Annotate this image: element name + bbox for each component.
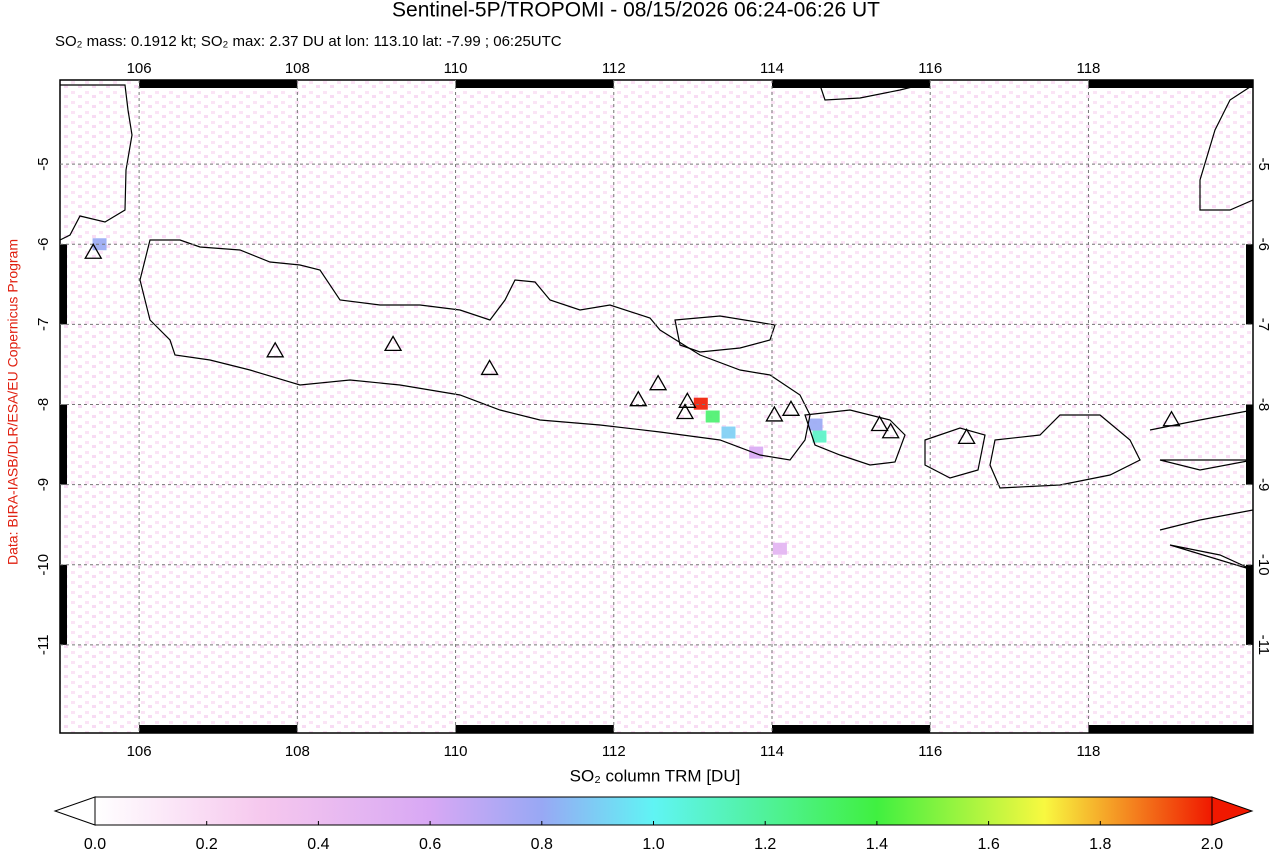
colorbar-tick-label: 1.6 — [977, 836, 999, 853]
y-tick-label-right: -5 — [1255, 157, 1272, 170]
volcano — [881, 422, 900, 439]
x-tick-label-bottom: 116 — [918, 743, 942, 760]
x-tick-label-bottom: 110 — [444, 743, 468, 760]
colorbar-tick-label: 0.0 — [84, 836, 106, 853]
colorbar — [94, 796, 1213, 826]
volcano — [84, 242, 103, 259]
y-tick-label-right: -7 — [1255, 318, 1272, 331]
y-tick-label-left: -8 — [35, 398, 52, 411]
y-tick-label-right: -9 — [1255, 478, 1272, 491]
y-tick-label-right: -6 — [1255, 238, 1272, 251]
so2-pixel — [92, 238, 107, 251]
frame-bar — [1246, 244, 1253, 325]
x-tick-label-top: 106 — [127, 60, 152, 77]
coast-bali — [804, 409, 906, 466]
x-tick-label-bottom: 108 — [285, 743, 310, 760]
colorbar-tick-label: 1.0 — [642, 836, 664, 853]
coast-sumba — [1159, 509, 1253, 571]
coast-java — [139, 239, 811, 461]
coast-lombok — [924, 427, 986, 479]
so2-pixel — [693, 397, 708, 410]
frame-bar — [772, 725, 931, 733]
subtitle: SO₂ mass: 0.1912 kt; SO₂ max: 2.37 DU at… — [55, 33, 562, 50]
y-tick-label-right: -11 — [1255, 635, 1272, 656]
frame-bar — [1246, 404, 1253, 485]
x-tick-label-bottom: 114 — [760, 743, 784, 760]
volcano — [781, 399, 801, 416]
colorbar-tick-label: 0.8 — [531, 836, 553, 853]
so2-pixel — [808, 418, 823, 431]
x-tick-label-bottom: 106 — [127, 743, 152, 760]
colorbar-tick-label: 1.4 — [866, 836, 888, 853]
so2-pixel — [749, 446, 764, 459]
volcano — [648, 374, 668, 391]
title: Sentinel-5P/TROPOMI - 08/15/2026 06:24-0… — [392, 0, 880, 22]
y-tick-label-right: -10 — [1255, 554, 1272, 576]
volcano — [765, 405, 784, 422]
colorbar-high-arrow — [1211, 796, 1254, 826]
y-tick-label-right: -8 — [1255, 398, 1272, 411]
map-layer — [92, 238, 827, 555]
volcano — [957, 428, 976, 444]
y-tick-label-left: -9 — [35, 478, 52, 491]
x-tick-label-bottom: 112 — [602, 743, 626, 760]
x-tick-label-top: 116 — [918, 60, 942, 77]
colorbar-tick-label: 0.2 — [196, 836, 218, 853]
colorbar-tick-label: 0.4 — [307, 836, 329, 853]
coast-sumatra — [60, 84, 133, 241]
y-tick-label-left: -6 — [35, 238, 52, 251]
frame-bar — [772, 80, 931, 88]
volcano — [675, 403, 695, 420]
frame-bar — [60, 404, 67, 485]
so2-pixel — [721, 426, 736, 439]
colorbar-tick-label: 1.8 — [1089, 836, 1111, 853]
volcano — [870, 415, 889, 432]
frame-bar — [1088, 725, 1253, 733]
colorbar-tick-label: 2.0 — [1201, 836, 1223, 853]
frame-bar — [455, 80, 614, 88]
volcano — [383, 335, 403, 352]
colorbar-low-arrow — [53, 796, 96, 826]
frame-bar — [1088, 80, 1253, 88]
volcano — [629, 390, 648, 407]
coast-sulawesi — [1199, 84, 1253, 211]
coastlines — [60, 84, 1253, 571]
frame-bar — [139, 80, 298, 88]
so2-pixel — [772, 542, 787, 555]
x-tick-label-top: 112 — [602, 60, 626, 77]
x-tick-label-top: 118 — [1076, 60, 1100, 77]
coast-flores — [1149, 409, 1253, 471]
coast-borneo — [819, 84, 921, 101]
x-tick-label-top: 108 — [285, 60, 310, 77]
colorbar-label: SO₂ column TRM [DU] — [570, 766, 741, 785]
x-tick-label-top: 110 — [444, 60, 468, 77]
y-tick-label-left: -10 — [35, 554, 52, 576]
frame-bar — [60, 244, 67, 325]
so2-pixel — [705, 410, 720, 423]
coast-sumbawa — [989, 414, 1141, 489]
volcano — [678, 391, 697, 408]
frame-bar — [60, 564, 67, 645]
colorbar-tick-label: 0.6 — [419, 836, 441, 853]
frame-bar — [455, 725, 614, 733]
volcano — [266, 341, 285, 358]
frame-bar — [1246, 564, 1253, 645]
frame-bar — [139, 725, 298, 733]
volcano — [1162, 410, 1181, 427]
coast-madura — [674, 315, 776, 353]
x-tick-label-bottom: 118 — [1076, 743, 1100, 760]
map-background — [60, 80, 1253, 733]
colorbar-tick-label: 1.2 — [754, 836, 776, 853]
x-tick-label-top: 114 — [760, 60, 784, 77]
volcano — [480, 359, 499, 376]
y-tick-label-left: -7 — [35, 318, 52, 331]
y-tick-label-left: -11 — [35, 635, 52, 656]
data-credit: Data: BIRA-IASB/DLR/ESA/EU Copernicus Pr… — [5, 239, 21, 565]
so2-pixel — [812, 430, 827, 443]
y-tick-label-left: -5 — [35, 157, 52, 170]
